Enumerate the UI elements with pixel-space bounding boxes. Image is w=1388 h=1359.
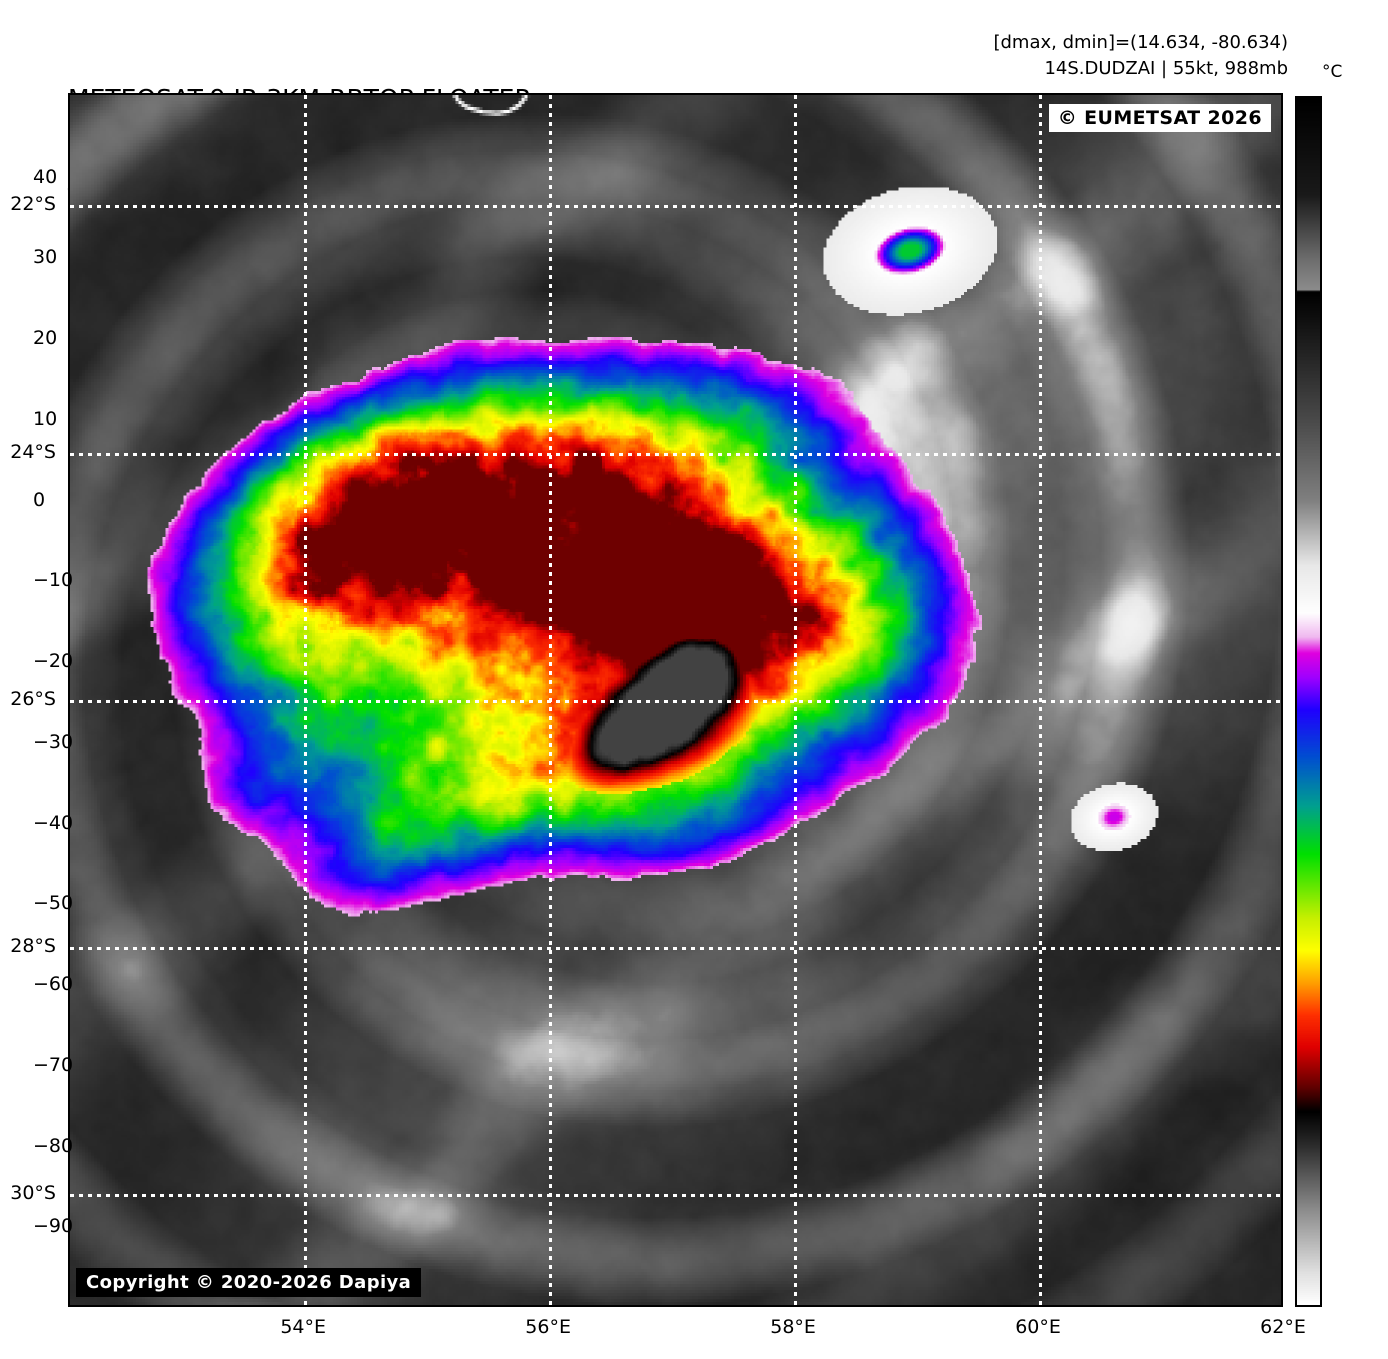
dapiya-copyright-badge: Copyright © 2020-2026 Dapiya — [76, 1268, 422, 1297]
lon-tick-label: 58°E — [770, 1316, 816, 1338]
colorbar-tick: −50 — [33, 892, 74, 915]
colorbar-unit-label: °C — [1322, 62, 1343, 82]
colorbar-tick: −30 — [33, 730, 74, 753]
lon-tick-label: 60°E — [1015, 1316, 1061, 1338]
header-metadata-block: [dmax, dmin]=(14.634, -80.634) 14S.DUDZA… — [993, 30, 1288, 82]
dminmax-label: [dmax, dmin]=(14.634, -80.634) — [993, 32, 1288, 53]
colorbar-tick: −60 — [33, 973, 74, 996]
colorbar-gradient — [1295, 96, 1322, 1307]
lat-tick-label: 22°S — [10, 193, 56, 216]
lat-tick-label: 28°S — [10, 935, 56, 957]
colorbar-tick: 30 — [33, 246, 58, 269]
colorbar-tick: −80 — [33, 1134, 74, 1157]
satellite-imagery — [70, 95, 1281, 1305]
colorbar-tick: −20 — [33, 650, 74, 673]
lon-tick-label: 56°E — [525, 1316, 571, 1338]
storm-info-label: 14S.DUDZAI | 55kt, 988mb — [1044, 58, 1288, 79]
lat-tick-label: 24°S — [10, 440, 56, 463]
lat-tick-label: 26°S — [10, 687, 56, 710]
temperature-colorbar[interactable] — [1295, 96, 1322, 1307]
eumetsat-copyright-badge: © EUMETSAT 2026 — [1048, 104, 1271, 132]
satellite-image-panel[interactable]: © EUMETSAT 2026 Copyright © 2020-2026 Da… — [68, 93, 1283, 1307]
colorbar-tick: 40 — [33, 165, 58, 188]
colorbar-tick: 0 — [33, 488, 46, 511]
colorbar-tick: −70 — [33, 1053, 74, 1076]
colorbar-tick: −10 — [33, 569, 74, 592]
lon-tick-label: 54°E — [280, 1316, 326, 1338]
colorbar-tick: −40 — [33, 811, 74, 834]
colorbar-raster — [1297, 98, 1320, 1305]
colorbar-tick: 10 — [33, 407, 58, 430]
ir-brightness-temperature-raster — [70, 95, 1281, 1305]
lon-tick-label: 62°E — [1260, 1316, 1306, 1338]
lat-tick-label: 30°S — [10, 1182, 56, 1205]
colorbar-tick: −90 — [33, 1215, 74, 1238]
colorbar-tick: 20 — [33, 327, 58, 350]
